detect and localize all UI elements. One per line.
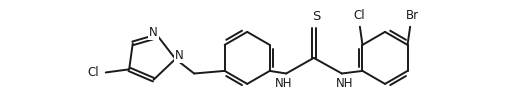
Text: S: S xyxy=(312,10,320,23)
Text: Cl: Cl xyxy=(352,9,364,22)
Text: N: N xyxy=(175,49,184,62)
Text: N: N xyxy=(149,26,158,39)
Text: NH: NH xyxy=(274,77,292,90)
Text: Cl: Cl xyxy=(87,66,98,79)
Text: Br: Br xyxy=(405,9,418,22)
Text: NH: NH xyxy=(335,77,353,90)
